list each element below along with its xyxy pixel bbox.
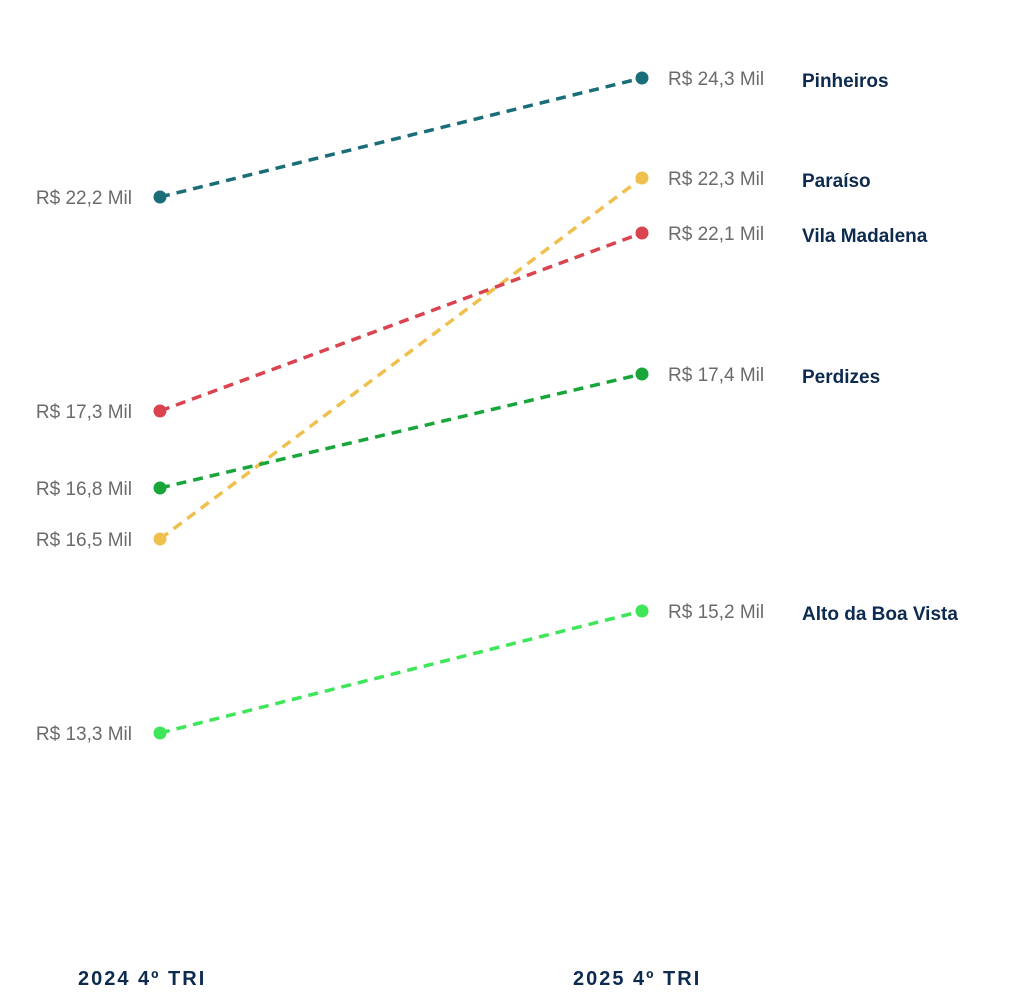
data-label-left-alto-da-boa-vista: R$ 13,3 Mil	[36, 724, 132, 745]
series-name-perdizes: Perdizes	[802, 367, 880, 388]
series-line-vila-madalena	[159, 231, 643, 413]
series-line-paraiso	[158, 176, 644, 541]
series-line-pinheiros	[159, 76, 643, 199]
point-left-vila-madalena	[153, 404, 167, 418]
data-label-right-alto-da-boa-vista: R$ 15,2 Mil	[668, 602, 764, 623]
series-name-vila-madalena: Vila Madalena	[802, 226, 928, 247]
data-label-left-vila-madalena: R$ 17,3 Mil	[36, 402, 132, 423]
series-name-pinheiros: Pinheiros	[802, 71, 889, 92]
point-right-vila-madalena	[635, 226, 649, 240]
data-label-left-paraiso: R$ 16,5 Mil	[36, 530, 132, 551]
data-label-right-pinheiros: R$ 24,3 Mil	[668, 69, 764, 90]
point-left-perdizes	[153, 481, 167, 495]
x-tick-label-left: 2024 4º TRI	[78, 968, 206, 990]
data-label-right-vila-madalena: R$ 22,1 Mil	[668, 224, 764, 245]
data-label-left-perdizes: R$ 16,8 Mil	[36, 479, 132, 500]
point-right-paraiso	[635, 171, 649, 185]
data-label-right-perdizes: R$ 17,4 Mil	[668, 365, 764, 386]
point-left-paraiso	[153, 532, 167, 546]
data-label-right-paraiso: R$ 22,3 Mil	[668, 169, 764, 190]
series-name-alto-da-boa-vista: Alto da Boa Vista	[802, 604, 958, 625]
series-name-paraiso: Paraíso	[802, 171, 871, 192]
point-right-perdizes	[635, 367, 649, 381]
point-right-pinheiros	[635, 71, 649, 85]
point-left-alto-da-boa-vista	[153, 726, 167, 740]
point-right-alto-da-boa-vista	[635, 604, 649, 618]
data-label-left-pinheiros: R$ 22,2 Mil	[36, 188, 132, 209]
x-tick-label-right: 2025 4º TRI	[573, 968, 701, 990]
point-left-pinheiros	[153, 190, 167, 204]
series-line-perdizes	[159, 372, 643, 490]
series-line-alto-da-boa-vista	[159, 609, 643, 735]
